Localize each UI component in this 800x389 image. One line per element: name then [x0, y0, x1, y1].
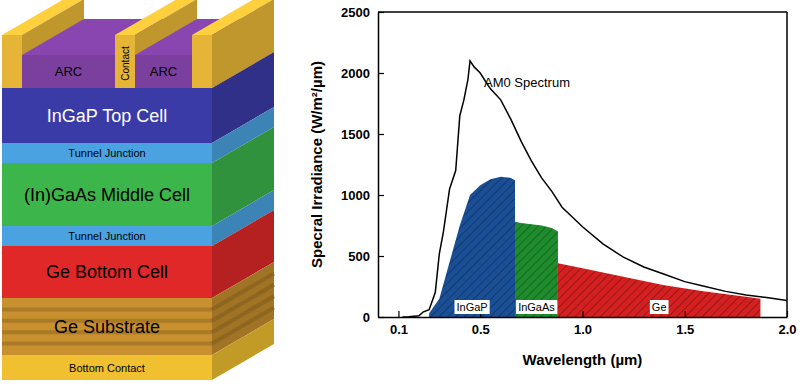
plot-frame: [786, 12, 788, 317]
series-labels: AM0 Spectrum InGaP InGaAs Ge: [454, 75, 668, 314]
contact: [2, 0, 84, 88]
region-label-group: InGaAs: [516, 300, 557, 314]
y-axis-tick-label: 2000: [341, 66, 370, 81]
area-3: [558, 263, 760, 317]
layer-label: InGaP Top Cell: [47, 106, 167, 126]
region-label: InGaAs: [518, 301, 555, 313]
x-axis: 0.1 0.5 1.0 1.5 2.0: [379, 311, 797, 337]
plot-area: [403, 61, 787, 317]
x-axis-tick: 0.1: [390, 311, 408, 337]
layer-label: (In)GaAs Middle Cell: [24, 185, 190, 205]
spectrum-line: [403, 61, 787, 317]
x-axis-tick-label: 1.5: [676, 322, 694, 337]
y-axis-tick-label: 0: [363, 310, 370, 325]
layer-front: [2, 143, 212, 163]
page: InGaP Top Cell Tunnel Junction (In)GaAs Mi…: [0, 0, 800, 389]
x-axis-tick-mark: [398, 311, 399, 317]
region-label: InGaP: [456, 301, 487, 313]
chart: 0.1 0.5 1.0 1.5 2.0 0 500 1000 1500 2000 2500 Wavel…: [308, 5, 797, 368]
layer-front: [2, 163, 212, 226]
contact-front: [2, 35, 22, 88]
layer-front: [2, 226, 212, 246]
layer: (In)GaAs Middle Cell: [2, 127, 274, 226]
layer-front: [2, 355, 212, 380]
y-axis-tick: 500: [348, 249, 384, 264]
contact: Contact: [115, 0, 197, 88]
contact-side: [135, 0, 197, 55]
x-axis-tick-label: 0.1: [390, 322, 408, 337]
layer-label: Ge Bottom Cell: [46, 262, 168, 282]
arc-label: ARC: [55, 64, 82, 79]
layer-front: [2, 246, 212, 298]
x-axis-tick: 1.5: [676, 311, 694, 337]
layer-label: Bottom Contact: [69, 362, 145, 374]
y-axis-tick: 1000: [341, 188, 384, 203]
y-axis-tick-label: 1000: [341, 188, 370, 203]
x-axis-tick-label: 1.0: [574, 322, 592, 337]
layer-front: [2, 88, 212, 143]
y-axis-tick: 1500: [341, 127, 384, 142]
layer-side: [212, 319, 274, 380]
region-label-group: Ge: [650, 300, 669, 314]
layer: Bottom Contact: [2, 319, 274, 380]
x-axis-tick: 1.0: [574, 311, 592, 337]
y-axis-tick-mark: [378, 317, 384, 318]
x-axis-title: Wavelength (µm): [523, 351, 643, 368]
y-axis-tick-label: 1500: [341, 127, 370, 142]
contact-side: [212, 0, 274, 88]
layer-label: Ge Substrate: [54, 317, 160, 337]
contact-front: [192, 35, 212, 88]
substrate-stripe: [2, 307, 212, 311]
y-axis-tick: 2500: [341, 5, 384, 20]
x-axis-tick: 0.5: [472, 311, 490, 337]
substrate-stripe: [2, 342, 212, 346]
contact: [192, 0, 274, 88]
layer-label: Tunnel Junction: [68, 230, 145, 242]
y-axis-line: [378, 13, 380, 318]
y-axis-tick-mark: [378, 134, 384, 135]
arc-label: ARC: [150, 64, 177, 79]
region-label-bg: [650, 300, 669, 314]
layer-front: [2, 298, 212, 355]
contact-front: [115, 35, 135, 88]
y-axis-tick-mark: [378, 73, 384, 74]
x-axis-tick-mark: [582, 311, 583, 317]
x-axis-tick-label: 2.0: [778, 322, 796, 337]
region-label-group: InGaP: [454, 300, 489, 314]
arc-front: [2, 55, 212, 88]
y-axis-tick-label: 2500: [341, 5, 370, 20]
x-axis-tick-label: 0.5: [472, 322, 490, 337]
region-label-bg: [516, 300, 557, 314]
contact-label: Contact: [120, 46, 131, 81]
y-axis-tick: 2000: [341, 66, 384, 81]
y-axis: 0 500 1000 1500 2000 2500: [341, 5, 384, 325]
y-axis-tick-mark: [378, 195, 384, 196]
region-label-bg: [454, 300, 489, 314]
x-axis-tick-mark: [685, 311, 686, 317]
cell-diagram: InGaP Top Cell Tunnel Junction (In)GaAs Mi…: [2, 0, 274, 380]
region-label: Ge: [652, 301, 667, 313]
layer: Ge Substrate: [2, 262, 274, 355]
spectrum-label: AM0 Spectrum: [484, 75, 570, 90]
contact-side: [22, 0, 84, 55]
layer-label: Tunnel Junction: [68, 147, 145, 159]
y-axis-tick: 0: [363, 310, 384, 325]
y-axis-tick-mark: [378, 256, 384, 257]
y-axis-tick-label: 500: [348, 249, 370, 264]
area-2: [515, 222, 558, 317]
layer: Ge Bottom Cell: [2, 210, 274, 298]
y-axis-title: Specral Irradiance (W/m²/µm): [308, 61, 325, 268]
area-1: [429, 177, 515, 317]
plot-frame: [378, 11, 787, 13]
